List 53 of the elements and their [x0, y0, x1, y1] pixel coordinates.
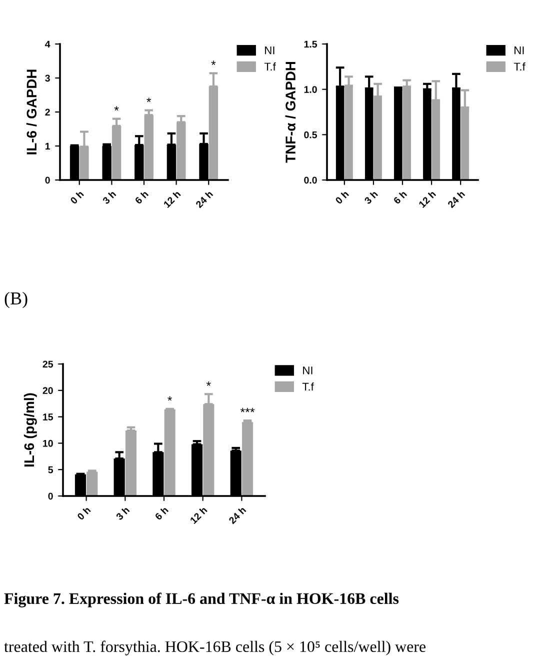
- legend-label: T.f: [514, 62, 526, 70]
- annotation: *: [206, 382, 211, 386]
- y-axis-title: IL-6 (pg/ml): [24, 393, 37, 466]
- legend-label: T.f: [302, 382, 314, 391]
- x-tick-label: 0 h: [334, 190, 350, 204]
- text: (B): [4, 292, 28, 308]
- bar: [125, 430, 137, 496]
- x-tick-label: 3 h: [102, 190, 116, 205]
- annotation: *: [114, 106, 119, 111]
- bar: [164, 409, 176, 496]
- y-tick-label: 2: [45, 108, 50, 116]
- y-tick-label: 1.5: [304, 40, 318, 48]
- legend-label: NI: [514, 46, 524, 54]
- text: treated with T. forsythia. HOK-16B cells (5 × 10⁵ cells/well) were: [4, 640, 426, 656]
- legend-label: NI: [265, 46, 274, 54]
- y-tick-label: 15: [43, 414, 54, 420]
- y-tick-label: 0: [48, 492, 53, 500]
- x-tick-label: 24 h: [228, 506, 246, 524]
- x-tick-label: 3 h: [364, 190, 378, 205]
- caption: Figure 7. Expression of IL-6 and TNF-α in HOK-16B cells: [4, 592, 399, 608]
- y-axis-title: TNF-α / GAPDH: [285, 62, 296, 163]
- x-tick-label: 24 h: [195, 190, 214, 208]
- x-tick-label: 12 h: [162, 190, 181, 208]
- y-tick-label: 0: [45, 176, 50, 184]
- x-tick-label: 3 h: [115, 506, 130, 521]
- y-tick-label: 4: [45, 40, 50, 48]
- y-tick-label: 10: [43, 440, 53, 447]
- x-tick-label: 12 h: [190, 506, 208, 524]
- x-tick-label: 6 h: [134, 190, 149, 204]
- x-tick-label: 12 h: [418, 190, 436, 208]
- legend-label: T.f: [264, 62, 276, 70]
- x-tick-label: 24 h: [447, 190, 466, 208]
- x-tick-label: 0 h: [70, 190, 84, 204]
- y-tick-label: 25: [42, 360, 54, 368]
- annotation: *: [168, 396, 172, 401]
- bar: [86, 472, 98, 496]
- annotation: ***: [240, 408, 255, 412]
- y-tick-label: 1.0: [304, 86, 317, 93]
- annotation: *: [211, 60, 216, 66]
- y-tick-label: 20: [42, 387, 53, 394]
- bar: [144, 115, 154, 180]
- y-tick-label: 3: [45, 74, 50, 82]
- y-tick-label: 0.5: [304, 131, 318, 138]
- legend-label: NI: [303, 366, 312, 374]
- y-axis-title: IL-6 / GAPDH: [26, 70, 37, 154]
- y-tick-label: 5: [48, 466, 54, 474]
- y-tick-label: 0.0: [304, 176, 317, 184]
- bar: [242, 422, 254, 496]
- x-tick-label: 6 h: [154, 506, 169, 520]
- x-tick-label: 6 h: [392, 190, 408, 204]
- x-tick-label: 0 h: [76, 506, 91, 520]
- y-tick-label: 1: [45, 142, 50, 150]
- annotation: *: [146, 98, 152, 102]
